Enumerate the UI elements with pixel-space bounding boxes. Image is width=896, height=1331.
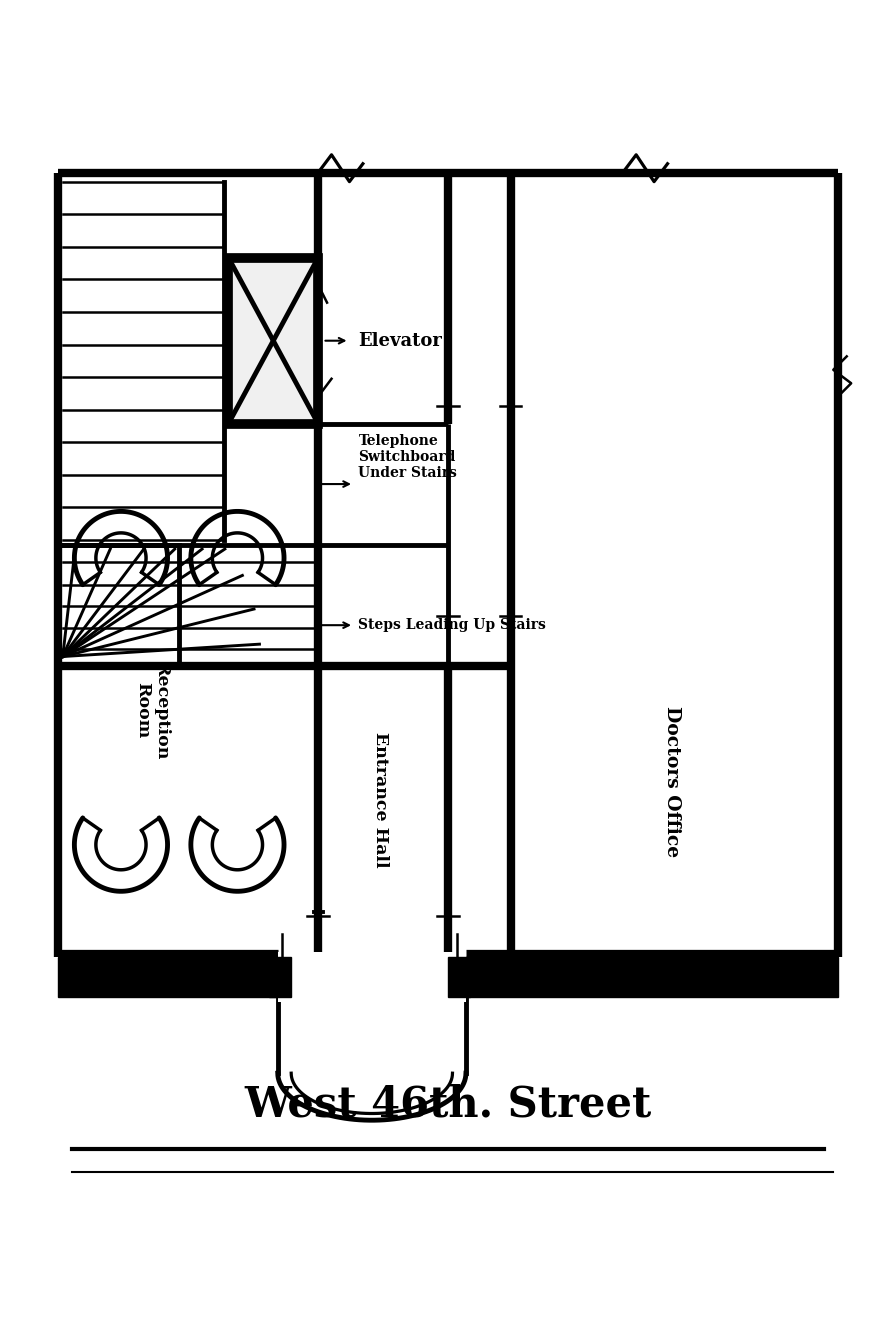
Text: Doctors Office: Doctors Office <box>663 707 681 857</box>
Bar <box>448 957 470 997</box>
Text: Elevator: Elevator <box>358 331 443 350</box>
Bar <box>278 952 466 1001</box>
Text: Steps Leading Up Stairs: Steps Leading Up Stairs <box>358 618 547 632</box>
Text: Reception
Room: Reception Room <box>134 662 170 760</box>
Text: West 46th. Street: West 46th. Street <box>245 1083 651 1126</box>
Bar <box>269 957 291 997</box>
Text: Entrance Hall: Entrance Hall <box>373 732 389 868</box>
Bar <box>228 258 318 423</box>
Bar <box>58 957 838 997</box>
Text: Telephone
Switchboard
Under Stairs: Telephone Switchboard Under Stairs <box>358 434 457 480</box>
